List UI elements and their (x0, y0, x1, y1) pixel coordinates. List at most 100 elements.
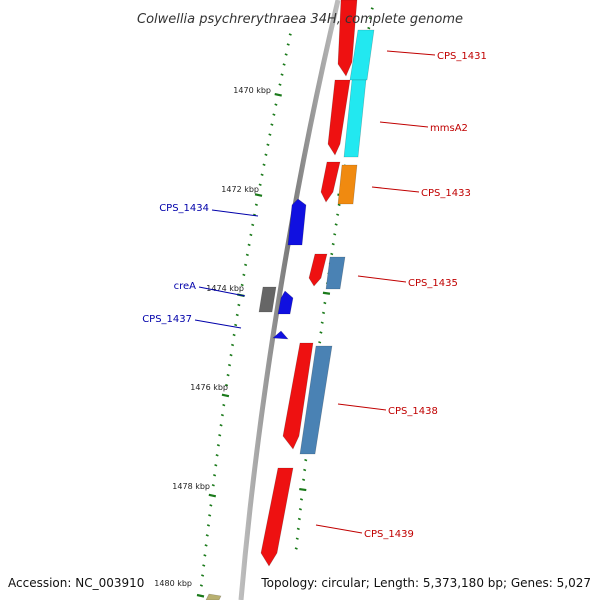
minor-tick (297, 517, 301, 521)
minor-tick (321, 311, 326, 315)
minor-tick (299, 498, 304, 501)
minor-tick (213, 474, 217, 477)
leader-line (194, 319, 242, 329)
minor-tick (295, 537, 299, 540)
minor-tick (203, 554, 207, 557)
minor-tick (303, 468, 307, 472)
minor-tick (264, 153, 268, 156)
minor-tick (370, 7, 374, 10)
minor-tick (278, 83, 282, 86)
minor-tick (244, 263, 248, 267)
gene-labels: CPS_1431 mmsA2 CPS_1433 CPS_1434 CPS_1435 cre… (142, 51, 487, 540)
gene-cps-1433-arrow (320, 161, 341, 203)
tick-label: 1470 kbp (233, 86, 271, 95)
gene-mmsa2-block (343, 79, 367, 158)
minor-tick (247, 243, 251, 247)
major-tick (221, 393, 230, 398)
tick-label: 1480 kbp (154, 579, 192, 588)
minor-tick (240, 283, 244, 287)
minor-tick (219, 423, 223, 427)
gene-cps-1435-block (325, 256, 346, 290)
minor-tick (320, 321, 324, 324)
minor-tick (323, 301, 327, 305)
gene-label[interactable]: mmsA2 (430, 123, 468, 134)
major-tick (208, 493, 217, 498)
gene-label[interactable]: CPS_1434 (159, 203, 209, 214)
gene-cps-1438-block (299, 345, 333, 455)
gene-cps-1434-arrow (287, 198, 307, 246)
major-tick (322, 291, 331, 295)
tick-label: 1472 kbp (221, 185, 259, 194)
gene-cps-1431-arrow (337, 0, 358, 77)
minor-tick (251, 223, 255, 227)
gene-cps-1433-block (337, 164, 358, 205)
accession-text: Accession: NC_003910 (8, 576, 144, 590)
minor-tick (230, 343, 235, 347)
minor-tick (226, 373, 230, 377)
minor-tick (270, 123, 274, 126)
leader-line (357, 275, 407, 283)
minor-tick (272, 113, 276, 116)
minor-tick (284, 53, 288, 56)
minor-tick (288, 33, 292, 36)
leader-line (371, 186, 420, 193)
leader-line (386, 50, 436, 56)
minor-tick (333, 233, 337, 236)
gene-label[interactable]: CPS_1435 (408, 278, 458, 289)
minor-tick (254, 203, 258, 207)
minor-tick (274, 103, 278, 106)
minor-tick (282, 63, 286, 66)
minor-tick (331, 242, 335, 246)
minor-tick (215, 454, 219, 457)
tick-label: 1476 kbp (190, 383, 228, 392)
minor-tick (204, 544, 208, 547)
minor-tick (235, 313, 239, 317)
leader-line (337, 403, 387, 411)
major-tick (274, 93, 282, 97)
gene-partial-block (205, 593, 222, 600)
genome-backbone (238, 0, 341, 600)
minor-tick (242, 273, 246, 277)
minor-tick (211, 484, 215, 487)
gene-crea-arrow (277, 290, 294, 315)
gene-label[interactable]: CPS_1433 (421, 188, 471, 199)
gene-label[interactable]: CPS_1438 (388, 406, 438, 417)
gene-label[interactable]: CPS_1431 (437, 51, 487, 62)
map-title: Colwellia psychrerythraea 34H, complete … (137, 12, 463, 27)
leader-line (315, 524, 363, 534)
minor-tick (258, 183, 262, 187)
minor-tick (304, 458, 308, 462)
minor-tick (245, 253, 249, 257)
gene-label[interactable]: creA (174, 281, 197, 292)
minor-tick (337, 203, 341, 207)
minor-tick (262, 163, 266, 166)
gene-features (205, 0, 375, 600)
minor-tick (202, 564, 206, 567)
minor-tick (266, 143, 270, 146)
minor-tick (227, 363, 232, 367)
minor-tick (222, 403, 226, 407)
minor-tick (220, 413, 224, 417)
major-tick (254, 193, 263, 197)
label-leader-lines (194, 50, 436, 534)
minor-tick (330, 252, 334, 256)
minor-tick (268, 133, 272, 136)
minor-tick (334, 223, 338, 226)
minor-tick (199, 584, 203, 587)
gene-cps-1438-arrow (282, 342, 314, 450)
gene-label[interactable]: CPS_1437 (142, 314, 192, 325)
gene-cps-1435-arrow (308, 253, 328, 287)
gene-cps-1437-arrow (272, 330, 289, 340)
minor-tick (368, 17, 373, 20)
minor-tick (294, 547, 298, 550)
gene-crea-block (258, 286, 277, 313)
topology-text: Topology: circular; Length: 5,373,180 bp… (260, 576, 591, 590)
tick-labels: 1470 kbp 1472 kbp 1474 kbp 1476 kbp 1478 kbp… (154, 86, 271, 588)
gene-label[interactable]: CPS_1439 (364, 529, 414, 540)
minor-tick (229, 353, 233, 357)
gene-cps-1431-block (349, 29, 375, 81)
minor-tick (280, 73, 284, 76)
minor-tick (249, 233, 253, 237)
tick-label: 1474 kbp (206, 284, 244, 293)
